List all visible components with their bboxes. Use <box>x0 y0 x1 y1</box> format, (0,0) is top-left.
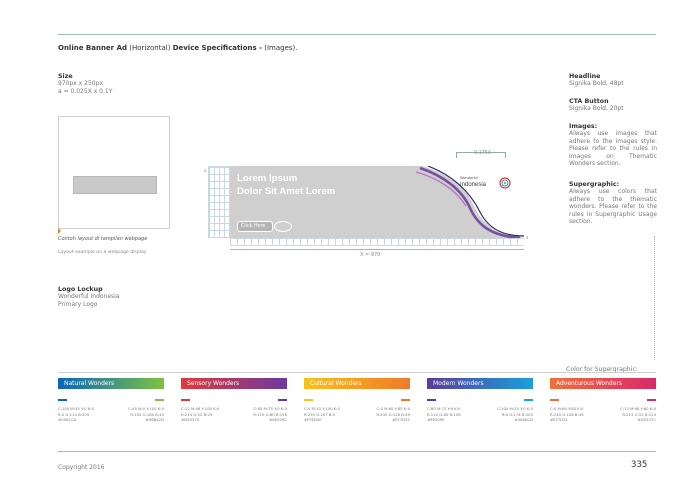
swatch-tick-left <box>58 399 67 401</box>
bullet-marker-icon <box>58 228 61 234</box>
color-values-right: C:12 M:98 Y:60 K:0 R:214 G:52 B:124 #D5337… <box>620 406 656 423</box>
color-section-title: Color for Supergraphic: <box>566 366 638 373</box>
supergraphic-wave-icon <box>415 166 524 238</box>
size-line1: 970px x 250px <box>58 80 103 87</box>
swatch-1: Sensory Wonders <box>181 378 287 389</box>
color-values-right: C:65 M:75 Y:0 K:0 R:110 G:80 B:156 #6E509C <box>253 406 287 423</box>
margin-grid <box>208 166 230 238</box>
swatch-tick-left <box>427 399 436 401</box>
margin-grid-bottom <box>230 238 524 246</box>
logo-swirl-icon <box>499 177 511 189</box>
swatch-0: Natural Wonders <box>58 378 164 389</box>
swatch-tick-right <box>278 399 287 401</box>
bottom-rule <box>58 451 656 452</box>
margin-a-label-2: a <box>526 235 529 240</box>
logo-lockup-label: Logo Lockup <box>58 286 103 293</box>
page-title: Online Banner Ad (Horizontal) Device Spe… <box>58 44 298 52</box>
dotted-divider <box>654 236 655 360</box>
color-values-left: C:100 M:55 Y:0 K:0 R:0 G:114 B:205 #0061CD <box>58 406 94 423</box>
cta-circle-icon <box>274 221 292 232</box>
banner-cta-button[interactable]: Click Here <box>237 221 273 232</box>
swatch-tick-left <box>550 399 559 401</box>
swatch-3: Modern Wonders <box>427 378 533 389</box>
size-spec: Size 970px x 250px a = 0.025X x 0.1Y <box>58 73 218 95</box>
color-values-right: C:45 M:0 Y:100 K:0 R:150 G:180 B:45 #96B42… <box>128 406 164 423</box>
logo-width-bracket <box>456 152 506 158</box>
logo-lockup-line2: Primary Logo <box>58 300 98 308</box>
size-line2: a = 0.025X x 0.1Y <box>58 87 113 95</box>
logo-lockup-spec: Logo Lockup Wonderful Indonesia Primary … <box>58 286 218 308</box>
color-values-left: C:12 M:98 Y:100 K:0 R:214 G:52 B:29 #D5337… <box>181 406 220 423</box>
swatch-tick-left <box>181 399 190 401</box>
supergraphic-spec: Supergraphic: Always use colors that adh… <box>569 181 657 226</box>
banner-logo-small: Wonderful <box>460 176 479 180</box>
banner-headline: Lorem Ipsum Dolor Sit Amet Lorem <box>237 173 336 197</box>
color-values-left: C:0 M:10 Y:100 K:0 R:255 G:207 B:0 #FFED00 <box>304 406 340 423</box>
banner-logo-word: Indonesia <box>460 182 487 188</box>
swatch-tick-left <box>304 399 313 401</box>
logo-lockup-line1: Wonderful Indonesia <box>58 293 120 300</box>
banner-ad-preview: Lorem Ipsum Dolor Sit Amet Lorem Click H… <box>230 166 524 238</box>
size-label: Size <box>58 73 73 80</box>
logo-width-label: 0.175X <box>474 151 492 156</box>
swatch-tick-right <box>401 399 410 401</box>
color-values-right: C:100 M:25 Y:0 K:0 R:0 G:174 B:205 #00AECD <box>497 406 533 423</box>
swatch-tick-right <box>647 399 656 401</box>
headline-spec: Headline Signika Bold, 48pt <box>569 73 624 87</box>
color-section-rule <box>58 372 656 373</box>
swatch-tick-right <box>524 399 533 401</box>
mockup-caption-en: Layout example on a webpage display <box>58 250 147 255</box>
swatch-2: Cultural Wonders <box>304 378 410 389</box>
swatch-tick-right <box>155 399 164 401</box>
width-dimension-line <box>230 249 524 250</box>
cta-spec: CTA Button Signika Bold, 20pt <box>569 98 624 112</box>
width-dimension-label: X = 970 <box>360 252 381 258</box>
mockup-caption: Contoh layout di tampilan webpage <box>58 236 148 242</box>
top-rule <box>58 34 656 35</box>
swatch-4: Adventurous Wonders <box>550 378 656 389</box>
margin-a-label: a <box>204 168 207 173</box>
color-values-left: C:80 M:75 Y:0 K:0 R:110 G:80 B:158 #6E509E <box>427 406 461 423</box>
webpage-mockup <box>58 116 170 229</box>
color-values-right: C:0 M:60 Y:85 K:0 R:240 G:128 B:49 #EF7D31 <box>376 406 410 423</box>
images-spec: Images: Always use images that adhere to… <box>569 123 657 168</box>
color-values-left: C:0 M:60 Y:85 K:0 R:240 G:128 B:49 #EF7D31 <box>550 406 584 423</box>
mockup-banner-placeholder <box>73 176 157 194</box>
copyright: Copyright 2016 <box>58 464 105 471</box>
page-number: 335 <box>631 460 648 470</box>
